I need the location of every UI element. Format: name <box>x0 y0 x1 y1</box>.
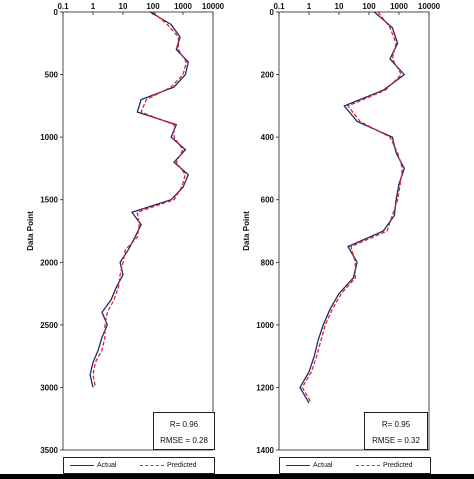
legend-label-actual: Actual <box>313 462 333 469</box>
rmse-value-left: RMSE = 0.28 <box>160 436 208 445</box>
y-tick-label: 3500 <box>40 446 58 455</box>
stats-box-right: R= 0.95 RMSE = 0.32 <box>364 412 428 450</box>
x-tick-label: 10 <box>119 2 128 11</box>
y-axis-label: Data Point <box>242 211 251 251</box>
legend-right: Actual Predicted <box>279 457 431 474</box>
x-tick-label: 1000 <box>390 2 408 11</box>
plot-area <box>278 11 430 451</box>
x-tick-label: 10000 <box>418 2 441 11</box>
y-tick-label: 200 <box>261 71 275 80</box>
stats-box-left: R= 0.96 RMSE = 0.28 <box>153 412 215 450</box>
series-line-actual <box>89 11 190 388</box>
y-tick-label: 1200 <box>256 383 274 392</box>
r-value-left: R= 0.96 <box>169 420 199 429</box>
x-tick-label: 1 <box>91 2 96 11</box>
rmse-value-right: RMSE = 0.32 <box>372 436 420 445</box>
r-value-right: R= 0.95 <box>381 420 411 429</box>
legend-item-predicted-left: Predicted <box>140 462 197 469</box>
x-tick-label: 0.1 <box>57 2 69 11</box>
legend-label-predicted: Predicted <box>383 462 413 469</box>
y-tick-label: 1000 <box>40 133 58 142</box>
y-tick-label: 2500 <box>40 321 58 330</box>
y-tick-label: 1400 <box>256 446 274 455</box>
legend-label-actual: Actual <box>97 462 117 469</box>
y-tick-label: 500 <box>45 71 59 80</box>
series-line-predicted <box>92 11 188 388</box>
x-tick-label: 100 <box>146 2 160 11</box>
x-tick-label: 10000 <box>202 2 225 11</box>
y-tick-label: 3000 <box>40 383 58 392</box>
y-tick-label: 400 <box>261 133 275 142</box>
legend-item-actual-left: Actual <box>70 462 116 469</box>
series-line-predicted <box>301 11 404 404</box>
legend-label-predicted: Predicted <box>167 462 197 469</box>
x-tick-label: 0.1 <box>273 2 285 11</box>
y-tick-label: 800 <box>261 258 275 267</box>
y-axis-label: Data Point <box>26 211 35 251</box>
legend-swatch-actual <box>70 465 94 466</box>
y-tick-label: 600 <box>261 196 275 205</box>
x-tick-label: 10 <box>335 2 344 11</box>
legend-swatch-predicted <box>356 465 380 466</box>
y-tick-label: 1500 <box>40 196 58 205</box>
y-tick-label: 1000 <box>256 321 274 330</box>
x-tick-label: 1 <box>307 2 312 11</box>
legend-item-actual-right: Actual <box>286 462 332 469</box>
x-tick-label: 100 <box>362 2 376 11</box>
legend-swatch-actual <box>286 465 310 466</box>
legend-item-predicted-right: Predicted <box>356 462 413 469</box>
y-tick-label: 0 <box>54 8 59 17</box>
y-tick-label: 2000 <box>40 258 58 267</box>
y-tick-label: 0 <box>270 8 275 17</box>
legend-swatch-predicted <box>140 465 164 466</box>
x-tick-label: 1000 <box>174 2 192 11</box>
legend-left: Actual Predicted <box>63 457 215 474</box>
